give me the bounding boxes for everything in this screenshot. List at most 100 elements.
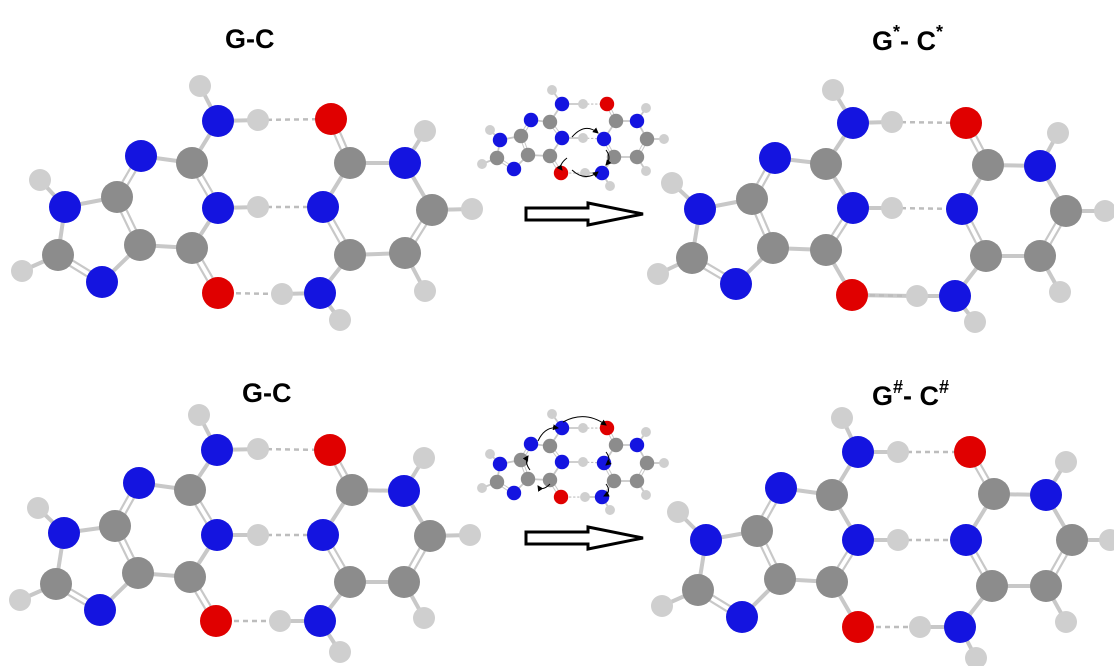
nitrogen-atom: [726, 601, 758, 633]
carbon-atom: [816, 566, 848, 598]
carbon-atom: [741, 515, 773, 547]
hydrogen-atom: [580, 168, 590, 178]
hydrogen-atom: [9, 589, 31, 611]
carbon-atom: [174, 561, 206, 593]
mechanism-scheme-bottom: [477, 409, 669, 515]
carbon-atom: [629, 149, 645, 165]
hydrogen-atom: [641, 427, 651, 437]
carbon-atom: [970, 240, 1002, 272]
carbon-atom: [336, 474, 368, 506]
nitrogen-atom: [629, 437, 645, 453]
hydrogen-atom: [964, 311, 986, 333]
carbon-atom: [489, 150, 505, 166]
hydrogen-atom: [27, 497, 49, 519]
hydrogen-atom: [1094, 200, 1114, 222]
hydrogen-atom: [413, 607, 435, 629]
hydrogen-atom: [1055, 451, 1077, 473]
carbon-atom: [124, 229, 156, 261]
carbon-atom: [42, 239, 74, 271]
nitrogen-atom: [201, 434, 233, 466]
hydrogen-atom: [661, 172, 683, 194]
hydrogen-atom: [247, 196, 269, 218]
curved-arrow: [605, 149, 612, 166]
gc-pair-bottom-left: [9, 404, 481, 663]
carbon-atom: [682, 574, 714, 606]
carbon-atom: [334, 147, 366, 179]
nitrogen-atom: [492, 132, 508, 148]
oxygen-atom: [599, 96, 615, 112]
hydrogen-atom: [831, 407, 853, 429]
hydrogen-atom: [822, 79, 844, 101]
carbon-atom: [101, 181, 133, 213]
nitrogen-atom: [944, 611, 976, 643]
carbon-atom: [816, 479, 848, 511]
carbon-atom: [388, 566, 420, 598]
nitrogen-atom: [84, 594, 116, 626]
oxygen-atom: [200, 605, 232, 637]
nitrogen-atom: [389, 147, 421, 179]
carbon-atom: [416, 194, 448, 226]
hydrogen-atom: [329, 641, 351, 663]
curved-arrow: [571, 127, 599, 138]
nitrogen-atom: [594, 489, 610, 505]
oxygen-atom: [950, 107, 982, 139]
carbon-atom: [1030, 570, 1062, 602]
nitrogen-atom: [506, 161, 522, 177]
carbon-atom: [810, 148, 842, 180]
hydrogen-atom: [269, 610, 291, 632]
hydrogen-atom: [881, 111, 903, 133]
curved-arrow: [537, 483, 551, 492]
label-gc-hash: G#- C#: [872, 377, 949, 411]
nitrogen-atom: [554, 454, 570, 470]
curved-arrow: [562, 416, 607, 426]
hydrogen-atom: [459, 524, 481, 546]
curved-arrow: [522, 455, 531, 471]
nitrogen-atom: [304, 605, 336, 637]
carbon-atom: [176, 147, 208, 179]
carbon-atom: [976, 570, 1008, 602]
label-gc-top: G-C: [225, 24, 275, 54]
hydrogen-atom: [547, 409, 557, 419]
nitrogen-atom: [554, 130, 570, 146]
nitrogen-atom: [939, 280, 971, 312]
nitrogen-atom: [201, 519, 233, 551]
carbon-atom: [639, 455, 655, 471]
nitrogen-atom: [86, 266, 118, 298]
hydrogen-atom: [965, 647, 987, 666]
hydrogen-atom: [659, 134, 669, 144]
carbon-atom: [520, 471, 536, 487]
hydrogen-atom: [605, 505, 615, 515]
nitrogen-atom: [842, 436, 874, 468]
oxygen-atom: [202, 277, 234, 309]
hydrogen-atom: [29, 169, 51, 191]
nitrogen-atom: [690, 524, 722, 556]
hydrogen-atom: [605, 181, 615, 191]
oxygen-atom: [842, 611, 874, 643]
carbon-atom: [676, 242, 708, 274]
carbon-atom: [736, 183, 768, 215]
hydrogen-bond: [257, 447, 331, 452]
nitrogen-atom: [506, 485, 522, 501]
nitrogen-atom: [554, 96, 570, 112]
carbon-atom: [978, 478, 1010, 510]
carbon-atom: [606, 473, 622, 489]
hydrogen-atom: [413, 447, 435, 469]
carbon-atom: [542, 472, 558, 488]
nitrogen-atom: [720, 268, 752, 300]
carbon-atom: [542, 148, 558, 164]
nitrogen-atom: [950, 524, 982, 556]
carbon-atom: [1050, 195, 1082, 227]
carbon-atom: [513, 128, 529, 144]
hydrogen-atom: [188, 404, 210, 426]
hydrogen-atom: [547, 85, 557, 95]
nitrogen-atom: [307, 519, 339, 551]
carbon-atom: [810, 234, 842, 266]
hydrogen-atom: [1049, 281, 1071, 303]
hydrogen-atom: [1055, 611, 1077, 633]
hydrogen-atom: [651, 595, 673, 617]
carbon-atom: [334, 239, 366, 271]
hydrogen-atom: [906, 285, 928, 307]
carbon-atom: [542, 114, 558, 130]
nitrogen-atom: [49, 191, 81, 223]
hydrogen-atom: [485, 125, 495, 135]
